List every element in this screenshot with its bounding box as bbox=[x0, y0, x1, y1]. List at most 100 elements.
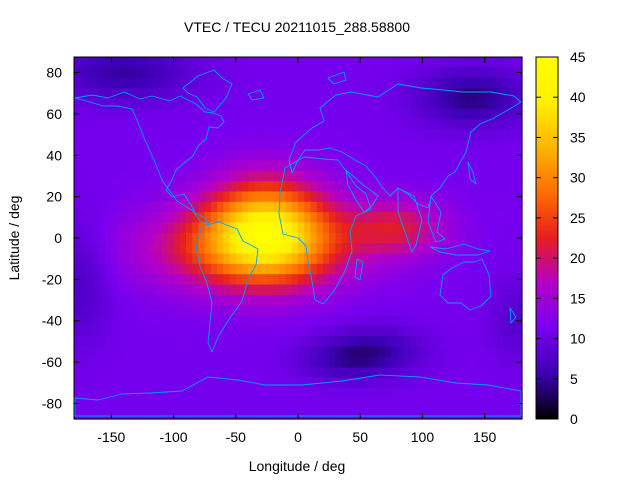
heatmap-cell bbox=[410, 336, 417, 348]
heatmap-cell bbox=[279, 150, 287, 162]
heatmap-cell bbox=[341, 129, 349, 141]
heatmap-cell bbox=[422, 325, 430, 337]
heatmap-cell bbox=[329, 108, 336, 120]
heatmap-cell bbox=[428, 129, 436, 141]
heatmap-cell bbox=[111, 57, 119, 68]
heatmap-cell bbox=[366, 325, 374, 337]
heatmap-cell bbox=[490, 222, 498, 234]
heatmap-cell bbox=[198, 356, 206, 368]
heatmap-cell bbox=[92, 212, 100, 224]
heatmap-cell bbox=[360, 356, 368, 368]
heatmap-cell bbox=[354, 284, 361, 296]
heatmap-cell bbox=[111, 315, 119, 327]
heatmap-cell bbox=[484, 305, 492, 317]
heatmap-cell bbox=[484, 356, 492, 368]
heatmap-cell bbox=[298, 201, 305, 213]
heatmap-cell bbox=[123, 222, 131, 234]
heatmap-cell bbox=[105, 367, 112, 379]
heatmap-cell bbox=[316, 150, 324, 162]
heatmap-cell bbox=[503, 305, 511, 317]
heatmap-cell bbox=[416, 253, 424, 265]
heatmap-cell bbox=[161, 408, 168, 420]
heatmap-cell bbox=[497, 67, 504, 79]
heatmap-cell bbox=[416, 367, 424, 379]
heatmap-cell bbox=[285, 88, 293, 99]
heatmap-cell bbox=[385, 263, 392, 275]
heatmap-cell bbox=[242, 191, 249, 203]
heatmap-cell bbox=[466, 305, 473, 317]
heatmap-cell bbox=[391, 398, 399, 410]
heatmap-cell bbox=[198, 108, 206, 120]
heatmap-cell bbox=[366, 181, 374, 193]
heatmap-cell bbox=[273, 408, 280, 420]
heatmap-cell bbox=[154, 263, 162, 275]
heatmap-cell bbox=[490, 191, 498, 203]
heatmap-cell bbox=[397, 201, 405, 213]
heatmap-cell bbox=[322, 315, 330, 327]
heatmap-cell bbox=[254, 387, 262, 399]
heatmap-cell bbox=[223, 139, 231, 151]
heatmap-cell bbox=[360, 274, 368, 286]
heatmap-cell bbox=[154, 398, 162, 410]
heatmap-cell bbox=[484, 346, 492, 358]
heatmap-cell bbox=[378, 150, 386, 162]
heatmap-cell bbox=[248, 346, 256, 358]
heatmap-cell bbox=[130, 139, 137, 151]
heatmap-cell bbox=[154, 150, 162, 162]
heatmap-cell bbox=[248, 387, 256, 399]
heatmap-cell bbox=[503, 232, 511, 244]
heatmap-cell bbox=[80, 98, 88, 110]
heatmap-cell bbox=[242, 346, 249, 358]
heatmap-cell bbox=[322, 336, 330, 348]
y-tick-label: -80 bbox=[42, 395, 62, 411]
heatmap-cell bbox=[210, 170, 218, 182]
heatmap-cell bbox=[242, 77, 249, 89]
heatmap-cell bbox=[142, 108, 150, 120]
heatmap-cell bbox=[360, 232, 368, 244]
heatmap-cell bbox=[198, 77, 206, 89]
heatmap-cell bbox=[484, 119, 492, 130]
heatmap-cell bbox=[117, 408, 125, 420]
heatmap-cell bbox=[515, 129, 523, 141]
heatmap-cell bbox=[391, 57, 399, 68]
heatmap-cell bbox=[86, 119, 94, 130]
heatmap-cell bbox=[186, 212, 193, 224]
heatmap-cell bbox=[397, 119, 405, 130]
heatmap-cell bbox=[378, 191, 386, 203]
heatmap-cell bbox=[74, 160, 81, 172]
heatmap-cell bbox=[385, 139, 392, 151]
heatmap-cell bbox=[111, 181, 119, 193]
heatmap-cell bbox=[335, 222, 343, 234]
heatmap-cell bbox=[472, 367, 480, 379]
heatmap-cell bbox=[229, 274, 237, 286]
heatmap-cell bbox=[484, 243, 492, 255]
heatmap-cell bbox=[154, 356, 162, 368]
heatmap-cell bbox=[117, 129, 125, 141]
heatmap-cell bbox=[142, 398, 150, 410]
heatmap-cell bbox=[472, 232, 480, 244]
heatmap-cell bbox=[74, 129, 81, 141]
heatmap-cell bbox=[304, 222, 312, 234]
heatmap-cell bbox=[279, 253, 287, 265]
heatmap-cell bbox=[478, 119, 486, 130]
heatmap-cell bbox=[341, 387, 349, 399]
heatmap-cell bbox=[154, 212, 162, 224]
heatmap-cell bbox=[266, 98, 274, 110]
heatmap-cell bbox=[503, 129, 511, 141]
heatmap-cell bbox=[254, 274, 262, 286]
heatmap-cell bbox=[167, 294, 175, 306]
heatmap-cell bbox=[279, 181, 287, 193]
heatmap-cell bbox=[329, 243, 336, 255]
heatmap-cell bbox=[285, 408, 293, 420]
heatmap-cell bbox=[434, 377, 442, 389]
heatmap-cell bbox=[192, 222, 200, 234]
heatmap-cell bbox=[229, 253, 237, 265]
heatmap-cell bbox=[453, 88, 461, 99]
heatmap-cell bbox=[98, 408, 106, 420]
heatmap-cell bbox=[260, 88, 268, 99]
heatmap-cell bbox=[316, 232, 324, 244]
heatmap-cell bbox=[242, 315, 249, 327]
heatmap-cell bbox=[354, 336, 361, 348]
heatmap-cell bbox=[372, 274, 380, 286]
heatmap-cell bbox=[304, 160, 312, 172]
